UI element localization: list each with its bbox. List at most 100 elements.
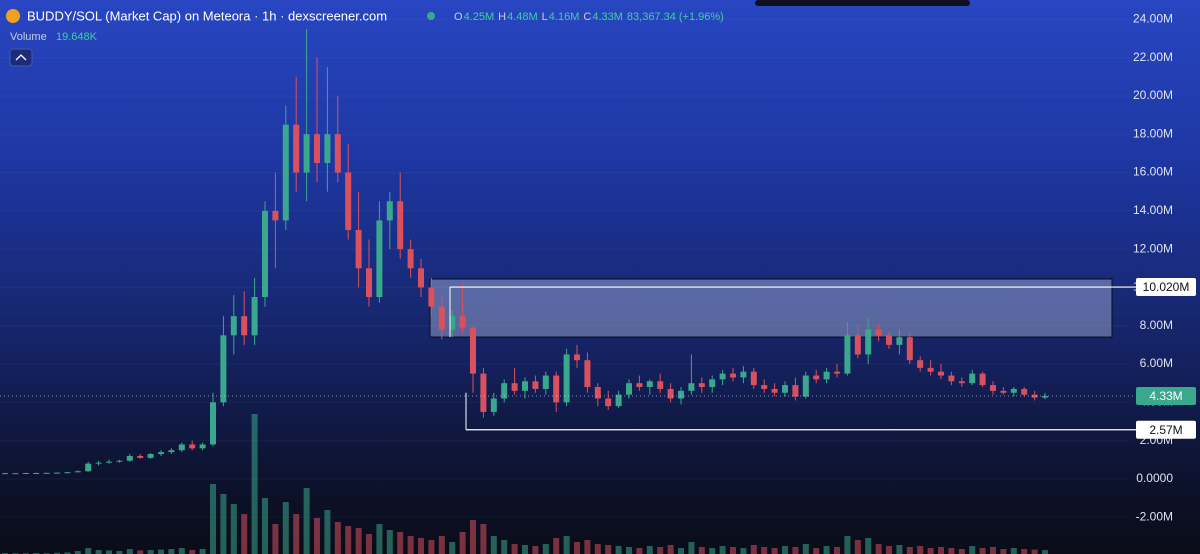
stat-value: 4.33M (592, 11, 623, 23)
candle-body (366, 268, 372, 298)
price-tag-box (1136, 278, 1196, 297)
candle-body (938, 371, 944, 376)
price-tag-label: 2.57M (1149, 423, 1182, 437)
candle-body (584, 360, 591, 388)
candle-body (906, 337, 913, 361)
y-tick-label: 0.0000 (1136, 471, 1173, 485)
volume-bar (428, 540, 435, 554)
volume-bar (251, 414, 258, 554)
candle-body (979, 373, 986, 386)
candle-body (958, 381, 965, 384)
candle-body (438, 306, 445, 330)
volume-bar (657, 547, 664, 554)
candle-body (1031, 394, 1038, 398)
candle-body (106, 461, 112, 463)
volume-bar (64, 552, 71, 554)
volume-bar (709, 548, 716, 554)
volume-bar (480, 524, 487, 554)
candle-body (1042, 396, 1048, 398)
candle-body (43, 472, 50, 474)
chart-title: BUDDY/SOL (Market Cap) on Meteora · 1h ·… (27, 8, 387, 23)
volume-bar (501, 540, 508, 554)
collapse-button[interactable] (9, 48, 33, 67)
volume-bar (646, 546, 653, 554)
price-tag-label: 10.020M (1143, 280, 1190, 294)
candle-body (355, 229, 362, 269)
candle-body (376, 220, 383, 298)
volume-bar (116, 551, 123, 554)
volume-bar (282, 502, 289, 554)
volume-bar (958, 549, 965, 554)
candle-body (334, 134, 341, 173)
candle-body (865, 329, 872, 355)
volume-bar (189, 550, 196, 554)
candle-body (470, 327, 476, 374)
candle-body (314, 134, 320, 163)
volume-bar (85, 548, 92, 554)
volume-bar (54, 552, 60, 554)
candle-body (854, 335, 861, 355)
volume-bar (875, 544, 882, 554)
stat-key: O (454, 11, 463, 23)
candle-body (230, 316, 237, 336)
y-tick-label: 6.00M (1140, 356, 1173, 370)
volume-bar (386, 530, 393, 554)
volume-bar (782, 546, 788, 554)
candle-body (709, 379, 716, 388)
y-tick-label: 20.00M (1133, 88, 1173, 102)
volume-bar (1021, 549, 1028, 554)
candle-body (116, 460, 123, 462)
candle-body (241, 316, 248, 336)
volume-bar (605, 545, 612, 554)
candle-body (95, 462, 102, 464)
candle-body (137, 455, 144, 458)
candle-body (522, 381, 528, 391)
candle-body (886, 335, 892, 345)
volume-bar (834, 547, 840, 554)
candle-body (792, 385, 799, 397)
volume-bar (594, 544, 601, 554)
volume-bar (334, 522, 341, 554)
candle-body (480, 373, 487, 412)
zone-box (429, 278, 1113, 338)
stat-key: H (498, 11, 506, 23)
y-tick-label: 16.00M (1133, 165, 1173, 179)
candle-body (646, 381, 653, 388)
volume-bar (418, 538, 424, 554)
volume-bar (990, 547, 996, 554)
volume-bar (667, 545, 674, 554)
collapse-icon (15, 54, 27, 61)
candle-body (542, 375, 549, 389)
candle-body (678, 390, 684, 399)
volume-bar (324, 510, 331, 554)
volume-bar (886, 546, 892, 554)
top-tab (755, 0, 970, 6)
volume-bar (979, 548, 986, 554)
status-dot (427, 12, 435, 20)
volume-bar (158, 549, 164, 554)
candle-body (688, 383, 695, 391)
candle-body (199, 444, 206, 449)
candle-body (1021, 388, 1028, 395)
candle-body (220, 335, 227, 403)
candle-body (345, 172, 352, 230)
candle-body (282, 124, 289, 221)
candle-body (54, 472, 60, 474)
stat-value: 4.48M (507, 11, 538, 23)
candle-body (719, 373, 726, 380)
volume-bar (241, 514, 248, 554)
candle-body (917, 360, 924, 368)
candle-body (990, 385, 996, 391)
candle-body (615, 394, 622, 407)
candle-body (2, 473, 8, 475)
candle-body (293, 124, 300, 173)
candle-body (418, 268, 424, 288)
candle-body (636, 383, 643, 388)
candle-body (189, 444, 196, 449)
volume-bar (938, 547, 944, 554)
candle-body (168, 450, 175, 453)
candle-body (74, 471, 81, 473)
stat-value: 4.25M (464, 11, 495, 23)
candle-body (532, 381, 539, 389)
volume-bar (906, 547, 913, 554)
